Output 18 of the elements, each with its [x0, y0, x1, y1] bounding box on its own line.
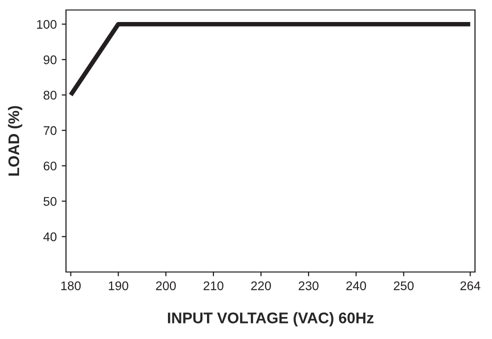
- x-tick-label: 190: [108, 281, 128, 290]
- y-tick-label: 100: [37, 20, 56, 29]
- x-axis-title: INPUT VOLTAGE (VAC) 60Hz: [168, 312, 374, 326]
- x-tick-label: 240: [346, 281, 366, 290]
- x-tick-label: 250: [394, 281, 414, 290]
- x-tick-label: 264: [460, 281, 480, 290]
- y-tick-label: 60: [44, 162, 56, 170]
- x-tick-label: 200: [156, 281, 176, 290]
- x-tick-label: 210: [204, 281, 224, 290]
- y-tick-label: 50: [44, 196, 56, 206]
- x-tick-label: 180: [61, 281, 81, 290]
- y-tick-label: 40: [43, 232, 56, 242]
- x-tick-label: 230: [298, 281, 318, 290]
- y-tick-label: 70: [44, 126, 56, 136]
- x-tick-label: 220: [251, 281, 271, 290]
- y-axis-title: LOAD (%): [8, 106, 22, 176]
- y-tick-label: 80: [44, 90, 56, 100]
- y-tick-label: 90: [44, 55, 56, 64]
